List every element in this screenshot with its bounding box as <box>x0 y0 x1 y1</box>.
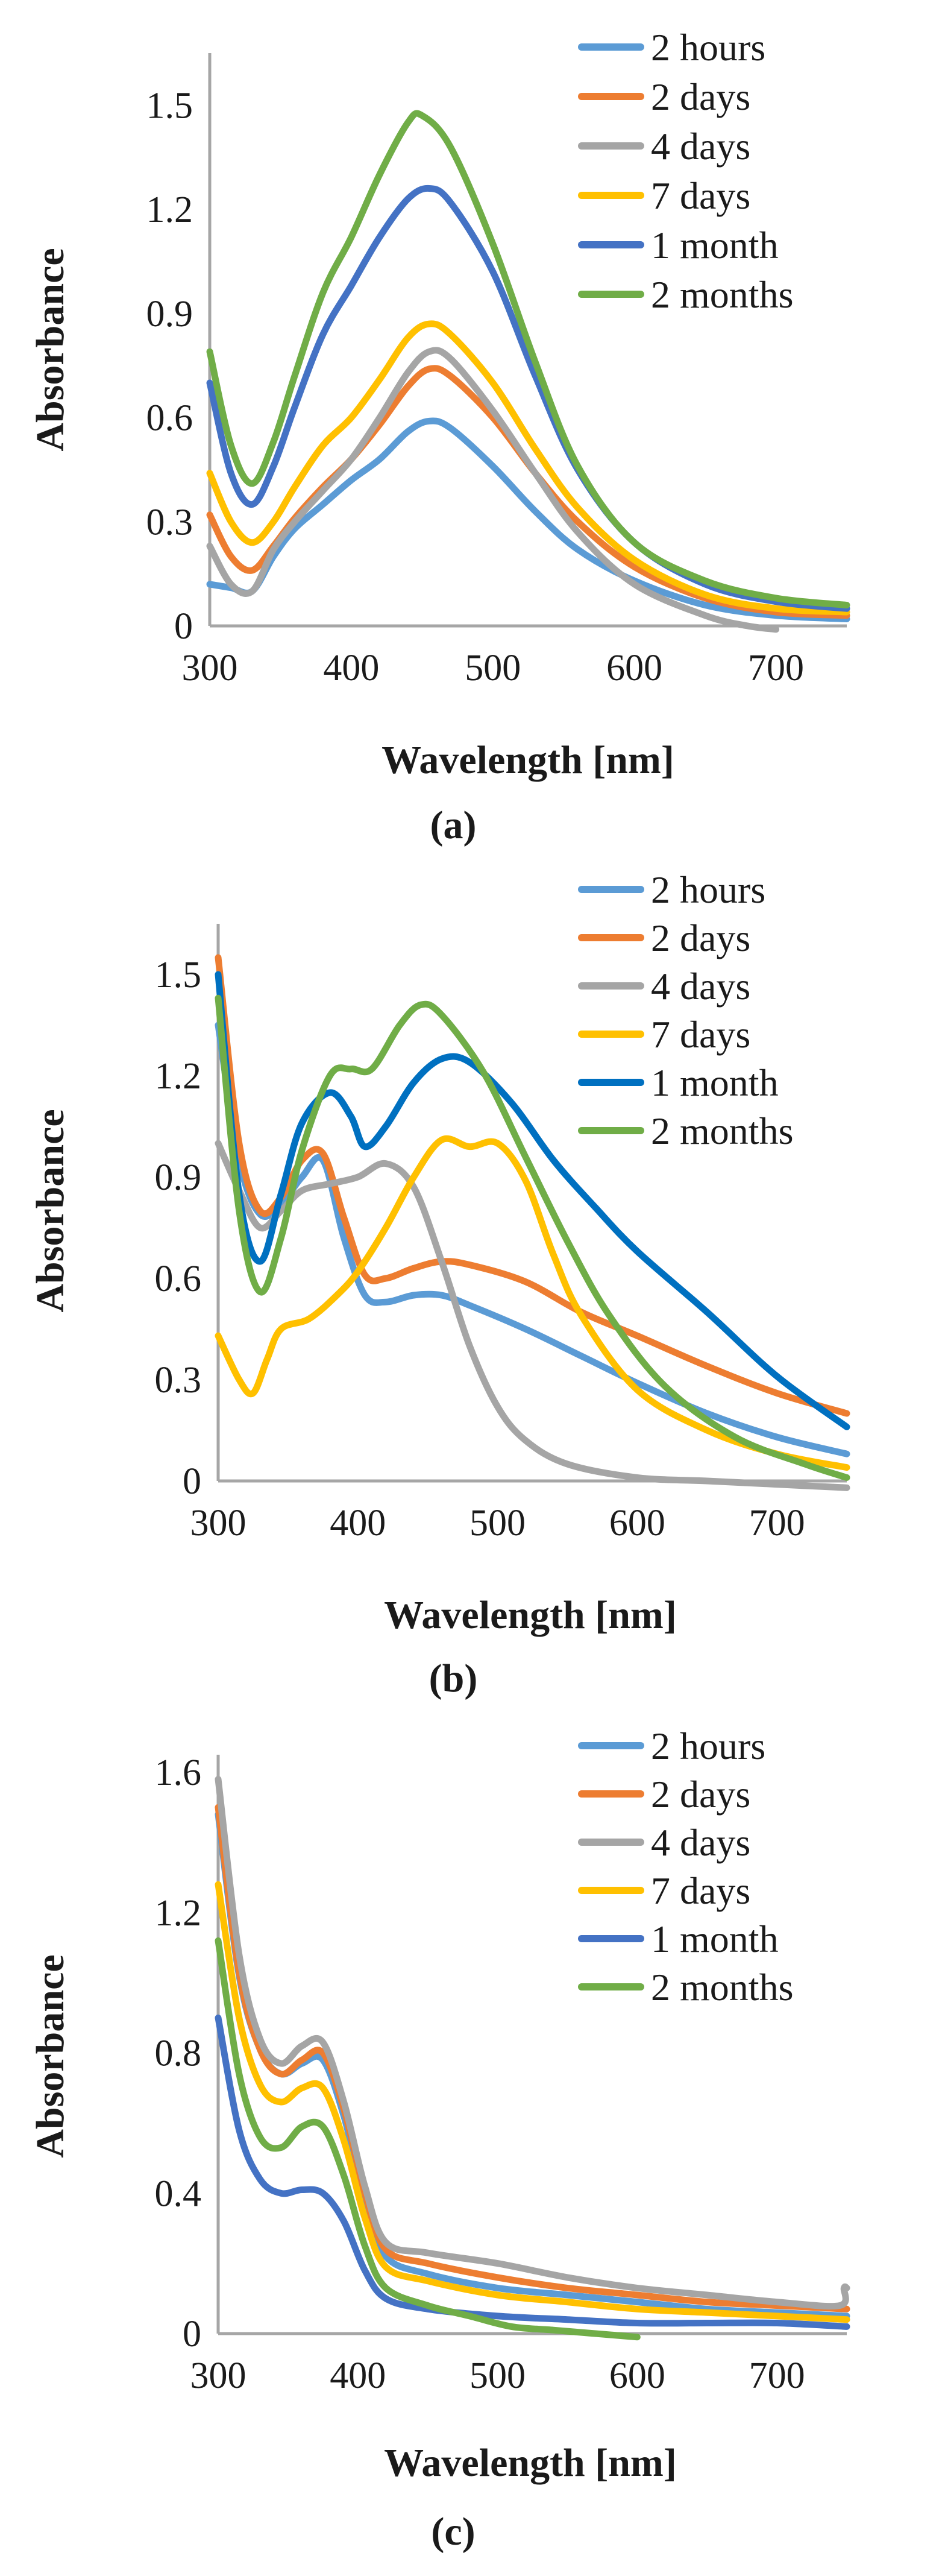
panel-label: (c) <box>431 2510 475 2554</box>
legend-label: 2 months <box>651 1966 793 2009</box>
x-tick-label: 400 <box>330 1503 386 1544</box>
legend-label: 2 months <box>651 1110 793 1152</box>
x-axis-title: Wavelength [nm] <box>384 2441 677 2485</box>
series-line-2-hours <box>215 1811 850 2320</box>
y-tick-label: 0.3 <box>155 1360 202 1401</box>
legend-label: 4 days <box>651 965 750 1008</box>
legend-label: 2 hours <box>651 1725 765 1767</box>
y-tick-labels: 0 0.3 0.6 0.9 1.2 1.5 <box>146 85 193 647</box>
x-tick-label: 500 <box>465 648 521 689</box>
x-tick-label: 700 <box>749 2355 805 2396</box>
legend-label: 7 days <box>651 1869 750 1912</box>
y-axis-title: Absorbance <box>28 248 72 451</box>
panel-label: (b) <box>429 1656 478 1700</box>
series-line-2-days <box>215 954 850 1417</box>
series-line-7-days <box>206 320 850 616</box>
y-tick-label: 0.9 <box>155 1157 202 1198</box>
y-tick-label: 0.6 <box>155 1258 202 1299</box>
legend-label: 2 days <box>651 1773 750 1816</box>
y-axis-title: Absorbance <box>28 1109 72 1312</box>
y-tick-label: 1.5 <box>146 85 193 126</box>
x-tick-label: 600 <box>609 2355 665 2396</box>
y-tick-label: 0.9 <box>146 294 193 335</box>
series-line-1-month <box>215 2014 850 2330</box>
series-line-2-months <box>215 1937 641 2341</box>
x-tick-label: 600 <box>606 648 662 689</box>
y-tick-label: 0.8 <box>155 2033 202 2074</box>
series-line-2-hours <box>206 417 850 622</box>
chart-panel-c: 0 0.4 0.8 1.2 1.6 300 400 500 600 700 2 hours 2 d… <box>28 1725 850 2554</box>
series-line-4-days <box>206 347 780 633</box>
y-tick-labels: 0 0.3 0.6 0.9 1.2 1.5 <box>155 955 202 1502</box>
x-tick-label: 400 <box>330 2355 386 2396</box>
series-line-4-days <box>215 1776 850 2310</box>
series-line-7-days <box>215 1881 850 2323</box>
series-lines <box>206 110 850 633</box>
x-tick-label: 700 <box>748 648 804 689</box>
chart-panel-a: 0 0.3 0.6 0.9 1.2 1.5 300 400 500 600 700 2 hours… <box>28 26 850 847</box>
y-tick-label: 0 <box>183 1461 201 1502</box>
x-axis-title: Wavelength [nm] <box>381 738 674 782</box>
y-tick-label: 0 <box>174 606 193 647</box>
series-lines <box>215 1776 850 2341</box>
y-tick-label: 0.3 <box>146 502 193 543</box>
legend: 2 hours 2 days 4 days 7 days 1 month 2 months <box>578 26 793 316</box>
legend-label: 2 hours <box>651 868 765 911</box>
series-line-7-days <box>215 1135 850 1471</box>
y-tick-label: 1.5 <box>155 955 202 996</box>
legend-label: 4 days <box>651 125 750 168</box>
x-tick-labels: 300 400 500 600 700 <box>190 1503 805 1544</box>
legend-label: 1 month <box>651 1918 779 1960</box>
series-line-2-months <box>206 110 850 608</box>
x-tick-label: 500 <box>469 2355 526 2396</box>
x-tick-label: 300 <box>182 648 238 689</box>
y-tick-label: 1.6 <box>155 1752 202 1793</box>
legend-label: 2 months <box>651 273 793 316</box>
y-tick-label: 0 <box>183 2314 201 2355</box>
legend-label: 1 month <box>651 224 779 267</box>
legend-label: 1 month <box>651 1061 779 1104</box>
series-line-1-month <box>215 971 850 1430</box>
legend-label: 2 days <box>651 75 750 118</box>
x-tick-label: 300 <box>190 2355 246 2396</box>
y-tick-label: 1.2 <box>146 189 193 230</box>
y-tick-label: 1.2 <box>155 1893 202 1934</box>
x-tick-label: 600 <box>609 1503 665 1544</box>
x-tick-label: 700 <box>749 1503 805 1544</box>
panel-label: (a) <box>430 803 477 847</box>
legend: 2 hours 2 days 4 days 7 days 1 month 2 months <box>578 1725 793 2009</box>
y-tick-label: 0.6 <box>146 398 193 439</box>
x-tick-label: 500 <box>469 1503 526 1544</box>
series-line-2-days <box>206 365 850 619</box>
x-tick-label: 400 <box>323 648 379 689</box>
series-line-4-days <box>215 1140 850 1491</box>
legend-label: 4 days <box>651 1821 750 1864</box>
x-tick-labels: 300 400 500 600 700 <box>182 648 805 689</box>
legend: 2 hours 2 days 4 days 7 days 1 month 2 months <box>578 868 793 1152</box>
x-axis-title: Wavelength [nm] <box>384 1593 677 1637</box>
legend-label: 7 days <box>651 174 750 217</box>
y-tick-label: 0.4 <box>155 2173 202 2214</box>
legend-label: 7 days <box>651 1013 750 1056</box>
y-axis-title: Absorbance <box>28 1954 72 2158</box>
y-tick-label: 1.2 <box>155 1056 202 1097</box>
chart-panel-b: 0 0.3 0.6 0.9 1.2 1.5 300 400 500 600 700 2 hours… <box>28 868 850 1700</box>
y-tick-labels: 0 0.4 0.8 1.2 1.6 <box>155 1752 202 2355</box>
series-lines <box>215 954 850 1491</box>
x-tick-labels: 300 400 500 600 700 <box>190 2355 805 2396</box>
x-tick-label: 300 <box>190 1503 246 1544</box>
legend-label: 2 hours <box>651 26 765 69</box>
legend-label: 2 days <box>651 917 750 959</box>
series-line-2-months <box>215 994 850 1481</box>
